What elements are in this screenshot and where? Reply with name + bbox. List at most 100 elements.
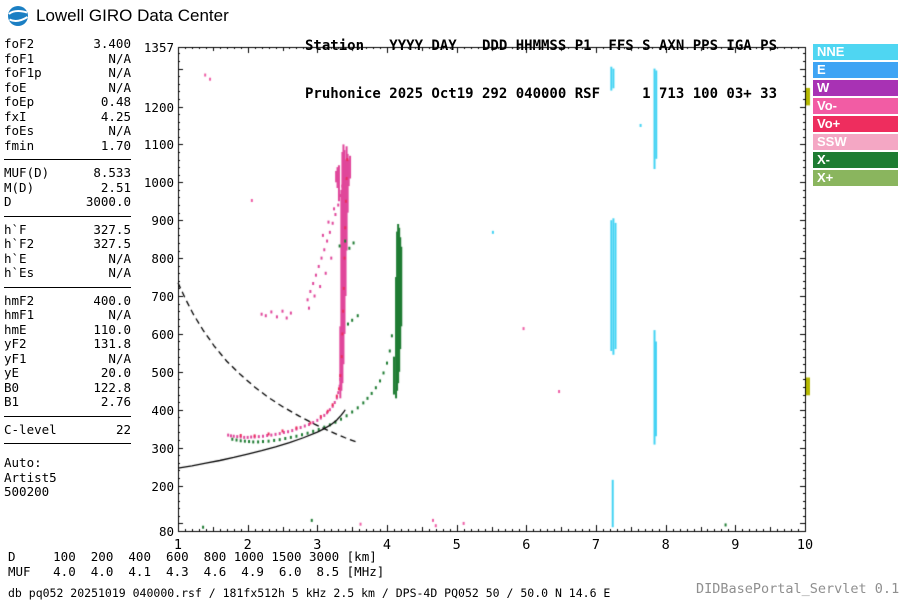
parameter-row: h`Es N/A <box>4 265 131 281</box>
parameter-value: 2.51 <box>100 179 131 195</box>
y-tick-label: 1000 <box>143 175 174 191</box>
parameter-row: foF2 3.400 <box>4 36 131 52</box>
parameter-name: yF1 <box>4 350 27 366</box>
x-tick-label: 6 <box>522 537 531 553</box>
parameter-group: foF2 3.400 foF1 N/A foF1p N/A foE N/A foEp 0.48 fx… <box>4 36 131 159</box>
parameter-panel: foF2 3.400 foF1 N/A foF1p N/A foE N/A foEp 0.48 fx… <box>4 36 131 506</box>
parameter-name: M(D) <box>4 179 35 195</box>
parameter-value: 8.533 <box>93 165 131 180</box>
distance-muf-table: D 100 200 400 600 800 1000 1500 3000 [km… <box>8 549 385 579</box>
parameter-value: 20.0 <box>100 365 131 380</box>
parameter-row: foF1 N/A <box>4 51 131 67</box>
parameter-name: h`E <box>4 250 27 266</box>
x-tick-label: 2 <box>243 537 252 553</box>
y-tick-label: 500 <box>151 364 174 380</box>
y-tick-label: 700 <box>151 289 174 304</box>
parameter-value: 3000.0 <box>85 194 131 209</box>
parameter-name: foEs <box>4 123 35 138</box>
parameter-name: D <box>4 194 12 209</box>
parameter-value: 22 <box>115 421 131 437</box>
parameter-row: 500200 <box>4 484 131 500</box>
parameter-name: B0 <box>4 379 20 395</box>
measurement-info: db pq052 20251019 040000.rsf / 181fx512h… <box>8 586 611 600</box>
echo-legend: NNE E W Vo- Vo+ SSW X- X+ <box>813 44 898 188</box>
brand-title: Lowell GIRO Data Center <box>36 6 229 25</box>
y-tick-label: 200 <box>151 478 174 494</box>
parameter-row: fxI 4.25 <box>4 108 131 125</box>
parameter-name: h`F <box>4 221 27 237</box>
parameter-name: foE <box>4 79 27 95</box>
parameter-group: MUF(D) 8.533 M(D) 2.51 D 3000.0 <box>4 159 131 216</box>
parameter-value: 2.76 <box>100 394 131 409</box>
parameter-name: hmF2 <box>4 292 35 308</box>
y-tick-label: 1100 <box>143 137 174 153</box>
parameter-value: N/A <box>108 79 131 95</box>
x-tick-label: 3 <box>313 537 322 553</box>
y-tick-label: 900 <box>151 213 174 229</box>
servlet-version: DIDBasePortal_Servlet 0.1 <box>696 581 900 597</box>
parameter-row: h`E N/A <box>4 250 131 267</box>
parameter-row: hmF2 400.0 <box>4 292 131 309</box>
legend-item-X+: X+ <box>813 170 898 186</box>
parameter-value: 1.70 <box>100 137 131 153</box>
parameter-name: foF1p <box>4 65 42 80</box>
parameter-row: C-level 22 <box>4 421 131 438</box>
x-tick-label: 7 <box>591 537 601 553</box>
parameter-name: B1 <box>4 394 20 409</box>
parameter-group: h`F 327.5 h`F2 327.5 h`E N/A h`Es N/A <box>4 215 131 287</box>
parameter-row: B0 122.8 <box>4 379 131 396</box>
parameter-row: hmE 110.0 <box>4 321 131 338</box>
parameter-value: N/A <box>108 65 131 80</box>
giro-brand: Lowell GIRO Data Center <box>7 5 229 27</box>
parameter-name: h`F2 <box>4 236 35 251</box>
parameter-value: 327.5 <box>93 221 131 237</box>
station-header-row1: Station YYYY DAY DDD HHMMSS P1 FFS S AXN… <box>305 38 778 54</box>
parameter-value: 110.0 <box>93 321 131 337</box>
parameter-group: Auto: Artist5 500200 <box>4 450 131 506</box>
parameter-row: h`F 327.5 <box>4 221 131 238</box>
parameter-value: 327.5 <box>93 236 131 251</box>
parameter-value: 3.400 <box>93 36 131 51</box>
legend-item-E: E <box>813 62 898 78</box>
parameter-name: MUF(D) <box>4 165 50 180</box>
parameter-name: foF2 <box>4 36 35 51</box>
x-tick-label: 4 <box>382 537 392 553</box>
parameter-name: Auto: <box>4 455 42 470</box>
parameter-value: 4.25 <box>100 108 131 124</box>
parameter-group: C-level 22 <box>4 415 131 444</box>
parameter-name: 500200 <box>4 484 50 499</box>
parameter-row: Auto: <box>4 455 131 471</box>
parameter-row: Artist5 <box>4 469 131 486</box>
x-tick-label: 10 <box>796 537 814 553</box>
parameter-name: fxI <box>4 108 27 124</box>
parameter-group: hmF2 400.0 hmF1 N/A hmE 110.0 yF2 131.8 yF1 N/A yE… <box>4 286 131 416</box>
parameter-row: foEs N/A <box>4 123 131 139</box>
legend-item-X-: X- <box>813 152 898 168</box>
parameter-value: N/A <box>108 350 131 366</box>
parameter-name: yF2 <box>4 336 27 351</box>
parameter-value: 131.8 <box>93 336 131 351</box>
parameter-value: 0.48 <box>100 94 131 109</box>
parameter-row: h`F2 327.5 <box>4 236 131 252</box>
parameter-name: Artist5 <box>4 469 57 485</box>
legend-item-Vo-: Vo- <box>813 98 898 114</box>
parameter-name: h`Es <box>4 265 35 280</box>
legend-item-NNE: NNE <box>813 44 898 60</box>
parameter-row: B1 2.76 <box>4 394 131 410</box>
x-tick-label: 1 <box>173 537 183 553</box>
x-tick-label: 9 <box>731 537 740 553</box>
parameter-row: M(D) 2.51 <box>4 179 131 196</box>
x-tick-label: 5 <box>452 537 461 553</box>
parameter-value: N/A <box>108 265 131 280</box>
parameter-row: hmF1 N/A <box>4 307 131 323</box>
parameter-name: yE <box>4 365 20 380</box>
parameter-row: fmin 1.70 <box>4 137 131 154</box>
station-header: Station YYYY DAY DDD HHMMSS P1 FFS S AXN… <box>305 6 777 134</box>
parameter-row: yE 20.0 <box>4 365 131 381</box>
parameter-value: 400.0 <box>93 292 131 308</box>
parameter-name: hmE <box>4 321 27 337</box>
parameter-value: 122.8 <box>93 379 131 395</box>
legend-item-W: W <box>813 80 898 96</box>
parameter-name: C-level <box>4 421 57 437</box>
